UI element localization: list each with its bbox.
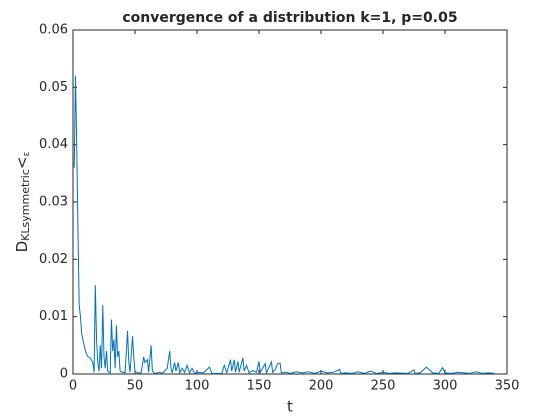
y-tick-label: 0.02 — [39, 252, 68, 267]
x-axis-label: t — [287, 398, 293, 416]
x-tick-label: 0 — [69, 379, 77, 394]
y-label-main: D — [13, 241, 31, 253]
x-tick-label: 200 — [309, 379, 334, 394]
y-label-eps: ε — [22, 152, 32, 157]
x-tick-label: 150 — [247, 379, 272, 394]
data-line — [73, 75, 495, 375]
y-tick-label: 0.04 — [39, 137, 68, 152]
x-tick-label: 300 — [433, 379, 458, 394]
y-tick-label: 0.06 — [39, 23, 68, 38]
y-tick-label: 0 — [60, 367, 68, 382]
y-label-sub: KLsymmetric — [19, 169, 32, 241]
x-tick-label: 100 — [185, 379, 210, 394]
y-label-op: < — [13, 157, 31, 170]
y-tick-label: 0.03 — [39, 195, 68, 210]
x-tick-label: 250 — [371, 379, 396, 394]
y-tick-label: 0.05 — [39, 80, 68, 95]
y-tick-label: 0.01 — [39, 309, 68, 324]
y-axis-label: DKLsymmetric<ε — [13, 152, 33, 253]
x-tick-label: 350 — [495, 379, 520, 394]
chart-title: convergence of a distribution k=1, p=0.0… — [122, 10, 457, 26]
x-tick-label: 50 — [127, 379, 144, 394]
